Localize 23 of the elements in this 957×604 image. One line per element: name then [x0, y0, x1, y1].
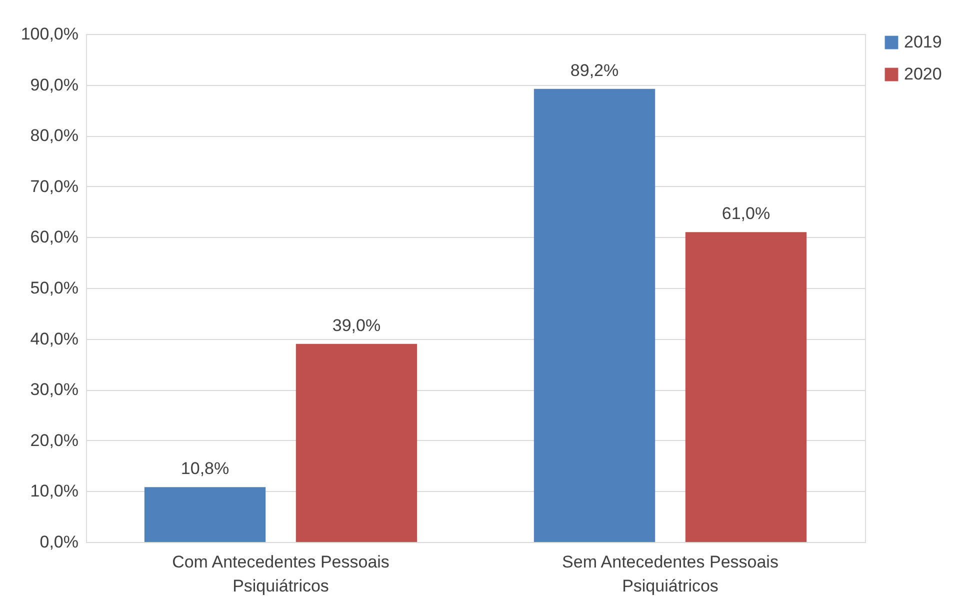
data-label: 61,0%	[722, 204, 770, 224]
bar	[685, 232, 807, 542]
legend-label: 2019	[904, 32, 942, 52]
y-tick-label: 70,0%	[30, 176, 78, 196]
data-label: 89,2%	[570, 60, 619, 80]
bar	[534, 88, 656, 542]
y-tick-label: 20,0%	[30, 430, 78, 450]
data-label: 39,0%	[332, 316, 381, 335]
x-tick-label: Com Antecedentes Pessoais Psiquiátricos	[172, 552, 390, 596]
y-tick-label: 90,0%	[30, 75, 78, 94]
x-tick-label: Sem Antecedentes Pessoais Psiquiátricos	[562, 552, 778, 596]
y-tick-label: 50,0%	[30, 278, 78, 298]
y-tick-label: 40,0%	[30, 329, 78, 348]
bar	[144, 487, 266, 542]
y-tick-label: 10,0%	[30, 482, 78, 501]
y-tick-label: 60,0%	[30, 228, 78, 247]
y-tick-label: 100,0%	[20, 24, 78, 44]
y-tick-label: 80,0%	[30, 126, 78, 146]
bar	[296, 344, 418, 542]
legend-label: 2020	[904, 64, 942, 84]
y-tick-label: 30,0%	[30, 380, 78, 400]
y-tick-label: 0,0%	[40, 532, 78, 552]
data-label: 10,8%	[180, 459, 230, 478]
